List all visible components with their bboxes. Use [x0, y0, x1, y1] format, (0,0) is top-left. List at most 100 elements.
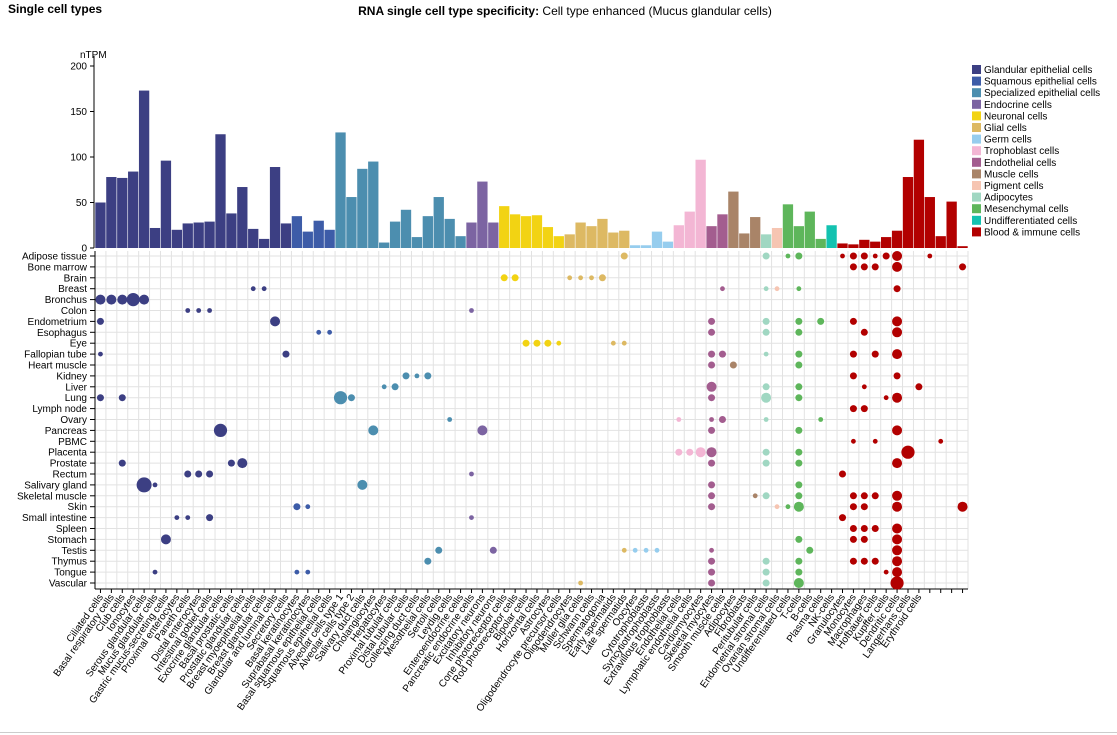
- dot: [126, 293, 140, 307]
- bar: [619, 230, 630, 248]
- dot: [207, 308, 212, 313]
- dot: [795, 535, 803, 543]
- bar: [902, 177, 914, 248]
- legend-swatch: [972, 134, 981, 144]
- dot: [860, 503, 868, 511]
- dot: [774, 504, 780, 510]
- bar: [881, 237, 892, 248]
- bar: [826, 225, 837, 248]
- tissue-label: Vascular: [49, 579, 88, 590]
- y-tick-label: 150: [70, 107, 87, 118]
- legend-label: Pigment cells: [984, 181, 1043, 192]
- dot: [763, 286, 769, 292]
- dot: [818, 417, 824, 422]
- chart-title-bold: RNA single cell type specificity:: [358, 4, 540, 18]
- bar: [728, 191, 739, 248]
- dot: [890, 576, 904, 590]
- bar: [946, 201, 957, 248]
- dot: [261, 286, 267, 292]
- bar: [760, 234, 772, 248]
- dot: [643, 547, 649, 553]
- dot: [347, 394, 355, 402]
- dot: [118, 459, 126, 467]
- dot: [752, 493, 758, 499]
- dot: [381, 384, 387, 390]
- dot: [522, 339, 530, 347]
- tissue-label: Esophagus: [37, 328, 87, 339]
- bar: [608, 232, 619, 248]
- dot: [654, 547, 660, 553]
- bar: [848, 244, 859, 248]
- dot: [795, 492, 803, 500]
- dot: [860, 252, 868, 260]
- y-tick-label: 50: [76, 198, 88, 209]
- bar: [280, 223, 292, 248]
- dot: [892, 458, 903, 469]
- dot: [861, 384, 867, 390]
- legend-swatch: [972, 65, 981, 74]
- bottom-rule: [0, 732, 1117, 733]
- dot: [686, 448, 694, 456]
- bar: [346, 197, 357, 248]
- dot: [871, 525, 879, 532]
- dot: [708, 394, 716, 402]
- dot: [152, 569, 158, 575]
- legend-label: Glandular epithelial cells: [984, 65, 1092, 76]
- dot: [882, 252, 890, 260]
- dot: [621, 340, 627, 346]
- dot: [860, 535, 868, 543]
- dot: [795, 317, 803, 325]
- bar: [368, 161, 379, 248]
- dot: [152, 482, 158, 488]
- dot: [184, 470, 192, 478]
- bar: [106, 177, 117, 248]
- chart-title-rest: Cell type enhanced (Mucus glandular cell…: [539, 4, 772, 18]
- legend-swatch: [972, 169, 981, 179]
- dot: [578, 580, 584, 586]
- bar: [455, 236, 466, 248]
- dot: [136, 477, 152, 493]
- bar: [640, 245, 652, 248]
- legend-swatch: [972, 192, 981, 202]
- dot: [305, 504, 311, 510]
- dot: [795, 426, 803, 434]
- bar: [466, 222, 477, 248]
- dot: [621, 547, 627, 553]
- dot: [675, 448, 683, 456]
- tissue-label: Kidney: [56, 371, 87, 382]
- dot: [708, 579, 716, 587]
- tissue-label: Adipose tissue: [22, 252, 87, 263]
- dot: [98, 351, 103, 357]
- dot: [500, 274, 508, 282]
- dot: [708, 568, 716, 576]
- dot: [849, 405, 857, 413]
- dot: [860, 328, 868, 336]
- dot: [795, 361, 803, 369]
- dot: [849, 252, 857, 260]
- dot: [118, 394, 126, 402]
- legend-label: Mesenchymal cells: [984, 204, 1068, 215]
- bar-panel: nTPM 0 50 100 150 200: [70, 50, 968, 255]
- tissue-label: Prostate: [50, 459, 88, 470]
- dot: [938, 438, 944, 444]
- dot: [632, 547, 638, 553]
- dot: [589, 275, 594, 281]
- dot: [795, 328, 803, 336]
- dot: [892, 501, 903, 512]
- dot: [282, 350, 290, 358]
- dot: [709, 547, 714, 553]
- bar: [771, 227, 783, 248]
- dot: [893, 372, 901, 380]
- tissue-label: Bone marrow: [28, 262, 88, 273]
- tissue-label: Small intestine: [22, 513, 87, 524]
- bar: [957, 246, 968, 248]
- dot: [206, 470, 214, 478]
- dot: [206, 514, 214, 522]
- tissue-label: Eye: [70, 339, 88, 350]
- dot: [708, 492, 716, 500]
- legend-label: Specialized epithelial cells: [984, 88, 1100, 99]
- legend-swatch: [972, 181, 981, 190]
- dot: [185, 515, 191, 520]
- bar: [695, 159, 706, 248]
- bar: [237, 187, 248, 248]
